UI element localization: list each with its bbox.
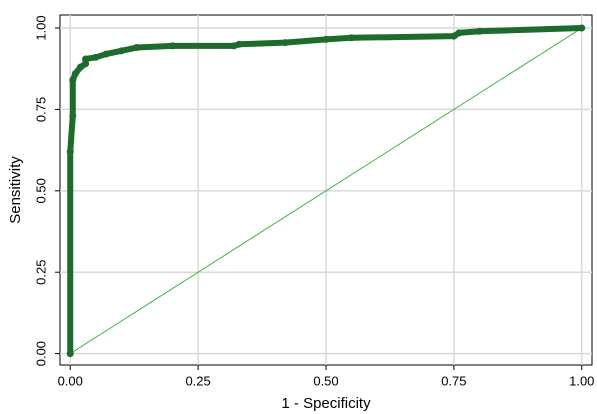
y-tick-label: 0.25 <box>33 260 48 285</box>
x-tick-label: 0.75 <box>441 373 466 388</box>
data-point <box>69 112 77 120</box>
data-point <box>169 42 177 50</box>
data-point <box>102 50 110 58</box>
x-tick-label: 0.50 <box>313 373 338 388</box>
x-tick-label: 1.00 <box>569 373 594 388</box>
data-point <box>578 24 586 32</box>
y-tick-label: 1.00 <box>33 15 48 40</box>
data-point <box>322 35 330 43</box>
x-tick-label: 0.25 <box>185 373 210 388</box>
data-point <box>66 350 74 358</box>
series-line <box>69 27 583 355</box>
y-tick-label: 0.50 <box>33 178 48 203</box>
data-point <box>455 29 463 37</box>
y-axis-label: Sensitivity <box>7 156 24 224</box>
data-point <box>76 63 84 71</box>
data-point <box>117 47 125 55</box>
data-point <box>475 27 483 35</box>
y-tick-label: 0.75 <box>33 97 48 122</box>
data-point <box>71 70 79 78</box>
data-point <box>133 44 141 52</box>
data-point <box>348 34 356 42</box>
data-point <box>281 39 289 47</box>
data-point <box>82 55 90 63</box>
data-point <box>82 60 90 68</box>
data-point <box>235 40 243 48</box>
x-axis-label: 1 - Specificity <box>281 395 371 412</box>
x-tick-label: 0.00 <box>58 373 83 388</box>
data-point <box>450 32 458 40</box>
data-point <box>69 76 77 84</box>
y-tick-label: 0.00 <box>33 341 48 366</box>
data-point <box>92 53 100 61</box>
data-point <box>66 148 74 156</box>
